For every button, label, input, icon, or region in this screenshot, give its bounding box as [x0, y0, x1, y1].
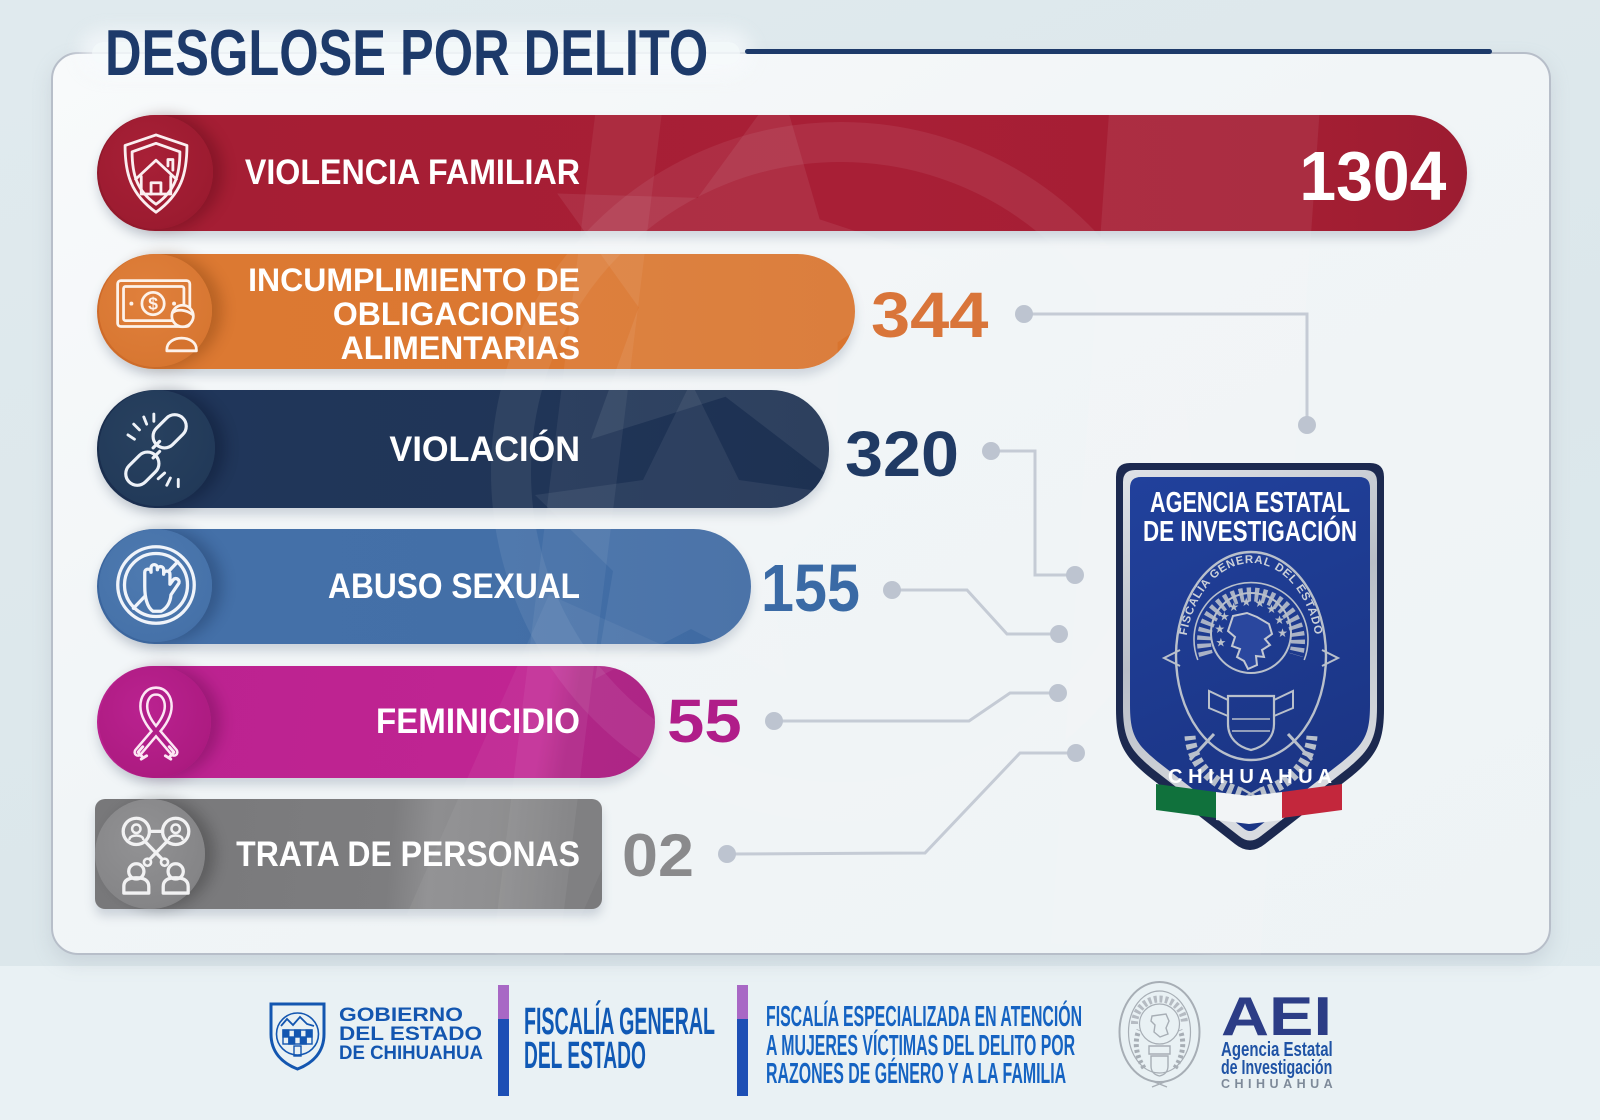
svg-text:★: ★	[1214, 622, 1225, 636]
svg-text:C H I H U A H U A: C H I H U A H U A	[1168, 766, 1332, 788]
svg-text:$: $	[148, 294, 158, 314]
svg-text:★: ★	[1241, 595, 1252, 609]
svg-text:DE INVESTIGACIÓN: DE INVESTIGACIÓN	[1143, 514, 1357, 548]
svg-text:★: ★	[1216, 635, 1227, 649]
svg-text:★: ★	[1219, 609, 1230, 623]
svg-text:★: ★	[1277, 626, 1288, 640]
svg-text:★: ★	[1228, 600, 1239, 614]
svg-text:AGENCIA ESTATAL: AGENCIA ESTATAL	[1150, 487, 1350, 519]
svg-text:★: ★	[1266, 602, 1277, 616]
svg-text:★: ★	[1274, 613, 1285, 627]
svg-text:★: ★	[1254, 596, 1265, 610]
